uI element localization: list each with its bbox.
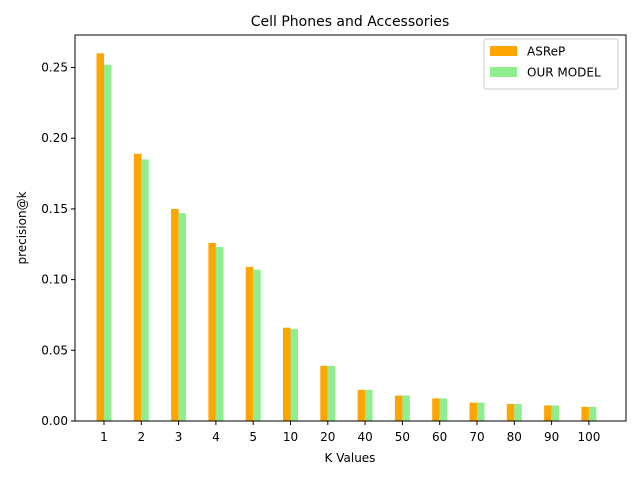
x-tick-label: 4 — [212, 430, 220, 444]
bar-asrep-70 — [469, 402, 477, 421]
bar-asrep-1 — [96, 53, 104, 421]
bar-our-model-60 — [439, 398, 448, 421]
bars-group — [96, 53, 597, 421]
legend-swatch-our-model — [490, 67, 517, 77]
bar-our-model-3 — [178, 213, 187, 421]
bar-our-model-40 — [365, 389, 373, 421]
bar-asrep-3 — [171, 208, 179, 421]
y-tick-label: 0.20 — [41, 131, 68, 145]
legend-label-asrep: ASReP — [527, 45, 565, 59]
bar-asrep-60 — [432, 398, 440, 421]
bar-asrep-40 — [357, 389, 366, 421]
bar-asrep-10 — [283, 327, 291, 421]
bar-our-model-70 — [477, 402, 485, 421]
bar-our-model-4 — [215, 247, 224, 421]
x-tick-label: 50 — [395, 430, 410, 444]
bar-our-model-1 — [104, 64, 112, 421]
x-tick-label: 70 — [469, 430, 484, 444]
x-tick-label: 10 — [283, 430, 298, 444]
x-tick-label: 20 — [320, 430, 335, 444]
bar-our-model-50 — [402, 395, 410, 421]
bar-our-model-90 — [551, 405, 560, 421]
y-tick-label: 0.00 — [41, 414, 68, 428]
x-tick-label: 80 — [507, 430, 522, 444]
bar-asrep-4 — [208, 242, 216, 421]
x-axis-label: K Values — [325, 451, 376, 465]
bar-asrep-20 — [320, 365, 328, 421]
bar-asrep-100 — [581, 406, 589, 421]
y-axis-label: precision@k — [15, 191, 29, 264]
x-tick-label: 1 — [100, 430, 108, 444]
legend-label-our-model: OUR MODEL — [527, 66, 601, 80]
y-tick-label: 0.15 — [41, 202, 68, 216]
x-axis: 1 2 3 4 5 10 20 40 50 60 70 80 90 100 — [100, 421, 600, 444]
x-tick-label: 5 — [249, 430, 257, 444]
y-axis: 0.00 0.05 0.10 0.15 0.20 0.25 — [41, 61, 75, 428]
x-tick-label: 60 — [432, 430, 447, 444]
bar-asrep-90 — [544, 405, 552, 421]
x-tick-label: 90 — [544, 430, 559, 444]
legend-box — [483, 38, 619, 90]
bar-asrep-50 — [394, 395, 403, 421]
bar-our-model-20 — [327, 365, 336, 421]
legend: ASReP OUR MODEL — [483, 38, 619, 90]
x-tick-label: 40 — [357, 430, 372, 444]
bar-our-model-2 — [141, 159, 149, 421]
y-tick-label: 0.25 — [41, 61, 68, 75]
legend-swatch-asrep — [490, 46, 517, 56]
x-tick-label: 100 — [577, 430, 600, 444]
chart-title: Cell Phones and Accessories — [251, 14, 450, 30]
y-tick-label: 0.10 — [41, 273, 68, 287]
x-tick-label: 2 — [137, 430, 145, 444]
bar-our-model-5 — [253, 269, 261, 421]
bar-our-model-100 — [588, 406, 597, 421]
y-tick-label: 0.05 — [41, 343, 68, 357]
plot-frame — [74, 34, 627, 422]
bar-asrep-80 — [506, 404, 515, 421]
bar-our-model-10 — [290, 329, 298, 421]
bar-our-model-80 — [514, 404, 522, 421]
bar-asrep-2 — [133, 153, 142, 421]
x-tick-label: 3 — [175, 430, 183, 444]
bar-asrep-5 — [245, 266, 254, 421]
